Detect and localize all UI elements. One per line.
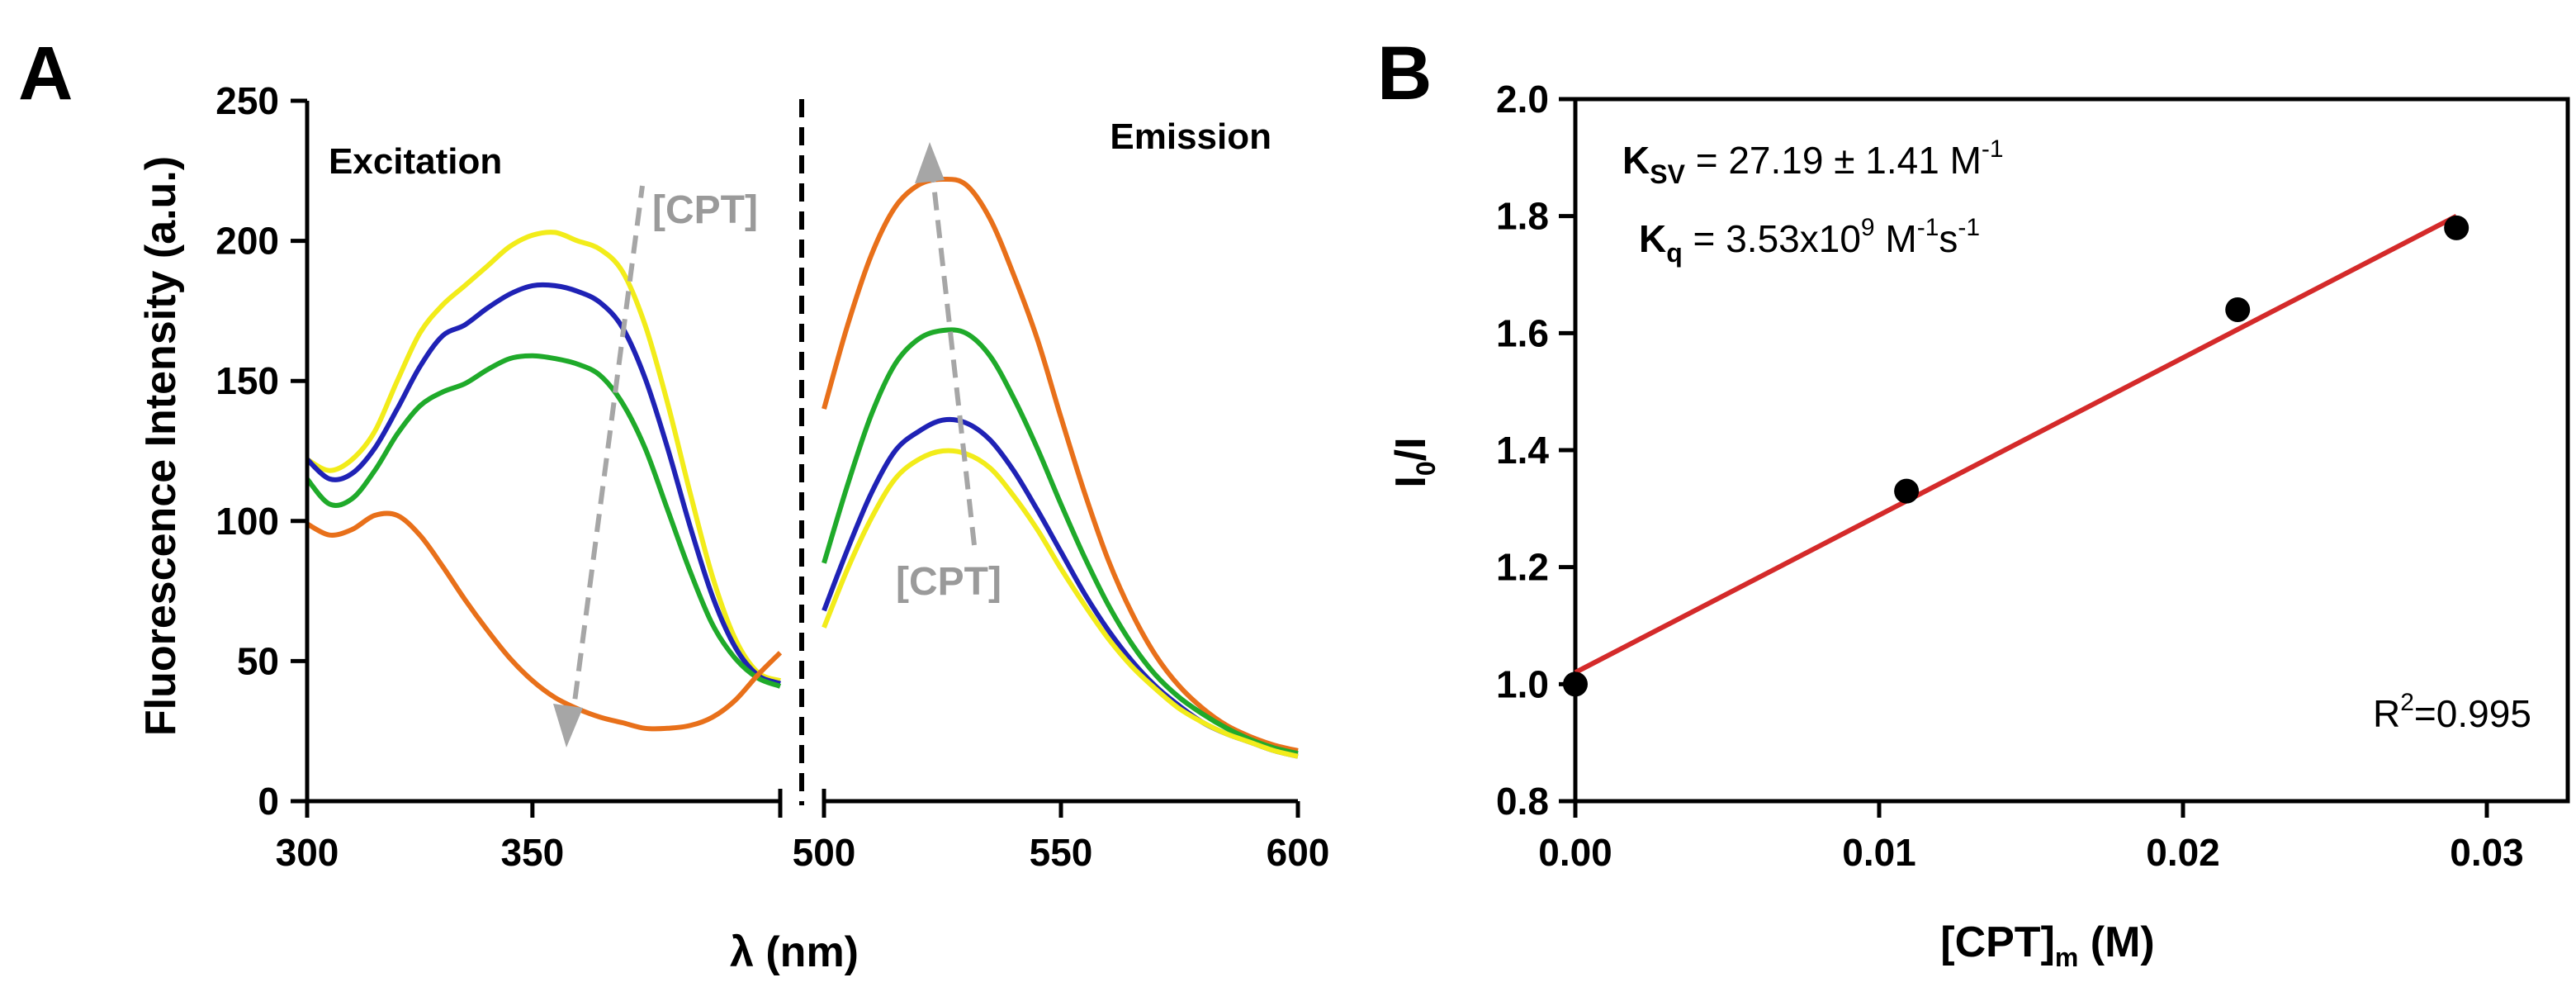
emission-series-green <box>822 327 1299 757</box>
panel-a-letter: A <box>18 31 73 116</box>
panel-b-data-point <box>2444 215 2469 240</box>
excitation-curves <box>305 230 783 732</box>
kq-annotation: Kq = 3.53x109 M-1s-1 <box>1639 214 1980 268</box>
panel-b-y-tick-label: 2.0 <box>1496 78 1549 121</box>
panel-b-y-tick-label: 1.8 <box>1496 195 1549 238</box>
panel-b-y-tick-label: 1.6 <box>1496 311 1549 354</box>
panel-b-y-tick-label: 0.8 <box>1496 780 1549 823</box>
panel-b-plot: 0.8 1.0 1.2 1.4 1.6 1.8 2.0 0.00 0.01 0.02 0.03 K… <box>1496 78 2570 874</box>
panel-b-x-axis-title: [CPT]m (M) <box>1940 918 2155 972</box>
excitation-y-tick-label: 150 <box>215 359 279 402</box>
panel-b-x-tick-label: 0.03 <box>2450 831 2524 874</box>
panel-a-y-axis-title: Fluorescence Intensity (a.u.) <box>137 156 185 736</box>
emission-series-yellow <box>822 448 1299 759</box>
excitation-series-orange <box>305 510 783 732</box>
panel-a: A Fluorescence Intensity (a.u.) λ (nm) 0… <box>18 31 1329 976</box>
emission-x-tick-label: 550 <box>1030 831 1093 874</box>
emission-arrow-head <box>915 142 945 183</box>
panel-b-x-tick-label: 0.02 <box>2146 831 2220 874</box>
panel-b-y-axis-title: I0/I <box>1387 437 1441 487</box>
excitation-x-tick-label: 350 <box>500 831 564 874</box>
panel-b-y-tick-label: 1.4 <box>1496 429 1549 472</box>
emission-label: Emission <box>1110 116 1271 157</box>
emission-plot: 500 550 600 Emission [CPT] <box>793 116 1330 874</box>
panel-b-x-ticks: 0.00 0.01 0.02 0.03 <box>1538 801 2524 874</box>
excitation-series-green <box>305 353 782 689</box>
panel-b-letter: B <box>1377 31 1432 116</box>
panel-b: B I0/I [CPT]m (M) 0.8 1.0 1.2 1.4 1.6 1.8 2.0 … <box>1377 31 2570 972</box>
panel-b-data-point <box>2225 297 2251 322</box>
emission-x-tick-label: 500 <box>793 831 856 874</box>
emission-cpt-arrow <box>930 177 977 546</box>
panel-b-x-tick-label: 0.00 <box>1538 831 1612 874</box>
panel-b-y-tick-label: 1.2 <box>1496 546 1549 589</box>
excitation-y-tick-label: 250 <box>215 79 279 122</box>
panel-b-y-tick-label: 1.0 <box>1496 662 1549 705</box>
excitation-y-tick-label: 50 <box>237 639 279 682</box>
panel-b-y-ticks: 0.8 1.0 1.2 1.4 1.6 1.8 2.0 <box>1496 78 1575 823</box>
excitation-series-yellow <box>305 230 782 683</box>
excitation-cpt-label: [CPT] <box>652 188 758 232</box>
excitation-arrow-head <box>553 704 583 747</box>
panel-a-x-axis-title: λ (nm) <box>730 928 859 976</box>
emission-x-tick-label: 600 <box>1267 831 1330 874</box>
excitation-label: Excitation <box>329 141 502 182</box>
panel-b-x-tick-label: 0.01 <box>1842 831 1916 874</box>
excitation-cpt-arrow <box>569 185 645 728</box>
emission-curves <box>822 176 1299 759</box>
excitation-y-tick-label: 0 <box>258 780 279 823</box>
r2-annotation: R2=0.995 <box>2373 689 2531 735</box>
excitation-y-tick-label: 100 <box>215 500 279 543</box>
panel-b-data-point <box>1563 671 1588 697</box>
panel-b-points <box>1563 215 2469 697</box>
panel-b-fit-line <box>1574 214 2458 675</box>
excitation-y-tick-label: 200 <box>215 220 279 263</box>
excitation-x-ticks: 300 350 <box>276 801 564 874</box>
excitation-x-tick-label: 300 <box>276 831 339 874</box>
excitation-plot: 0 50 100 150 200 250 300 350 Excitation [CPT] <box>215 79 783 874</box>
ksv-annotation: KSV = 27.19 ± 1.41 M-1 <box>1622 135 2004 189</box>
panel-b-data-point <box>1894 478 1920 504</box>
emission-series-orange <box>822 176 1299 753</box>
panel-b-fit <box>1574 214 2458 675</box>
excitation-series-blue <box>305 282 782 686</box>
excitation-y-ticks: 0 50 100 150 200 250 <box>215 79 307 823</box>
emission-cpt-label: [CPT] <box>896 560 1002 604</box>
emission-x-ticks: 500 550 600 <box>793 801 1330 874</box>
